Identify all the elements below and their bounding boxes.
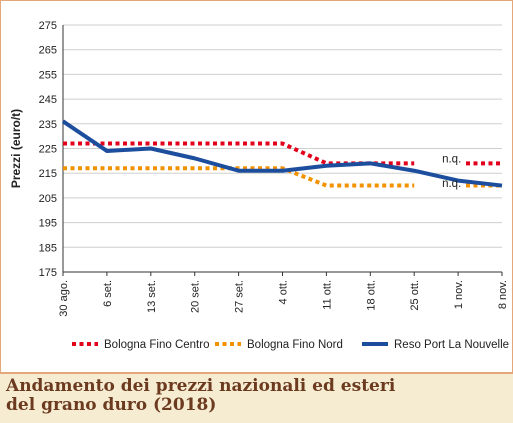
- series-1-point-5: [281, 142, 284, 145]
- y-tick-label-215: 215: [39, 168, 57, 180]
- series-3-point-5: [281, 169, 284, 172]
- series-1-point-8: [413, 162, 416, 165]
- y-tick-label-235: 235: [39, 119, 57, 131]
- series-line-1-segment-1: [63, 141, 415, 166]
- y-tick-label-275: 275: [39, 20, 57, 32]
- y-tick-label-185: 185: [39, 242, 57, 254]
- series-3-point-6: [325, 164, 328, 167]
- series-2-point-0: [62, 167, 65, 170]
- x-tick-label-5: 4 ott.: [278, 280, 290, 304]
- legend-label-1: Bologna Fino Centro: [104, 339, 209, 351]
- y-tick-label-175: 175: [39, 267, 57, 279]
- caption-band: [0, 372, 513, 423]
- series-3-point-0: [62, 120, 65, 123]
- x-tick-label-7: 18 ott.: [365, 280, 377, 311]
- series-3-point-3: [193, 157, 196, 160]
- series-2-point-3: [193, 167, 196, 170]
- caption-divider: [0, 372, 513, 374]
- series-2-point-2: [149, 167, 152, 170]
- series-line-2-segment-1: [63, 166, 415, 188]
- x-tick-label-4: 27 set.: [234, 280, 246, 313]
- x-tick-label-9: 1 nov.: [453, 280, 465, 309]
- series-1-point-3: [193, 142, 196, 145]
- y-tick-label-255: 255: [39, 69, 57, 81]
- y-tick-label-265: 265: [39, 45, 57, 57]
- series-3-point-10: [501, 184, 504, 187]
- series-2-point-1: [105, 167, 108, 170]
- x-tick-label-8: 25 ott.: [409, 280, 421, 311]
- x-tick-label-10: 8 nov.: [497, 280, 509, 309]
- series-1-point-4: [237, 142, 240, 145]
- caption-line-2: del grano duro (2018): [6, 395, 217, 415]
- series-1-point-2: [149, 142, 152, 145]
- legend-label-2: Bologna Fino Nord: [247, 339, 343, 351]
- legend-label-3: Reso Port La Nouvelle: [394, 339, 509, 351]
- x-tick-label-1: 6 set.: [102, 280, 114, 307]
- series-2-point-8: [413, 184, 416, 187]
- x-tick-label-6: 11 ott.: [321, 280, 333, 310]
- y-tick-label-225: 225: [39, 144, 57, 156]
- series-3-point-7: [369, 162, 372, 165]
- figure-caption: Andamento dei prezzi nazionali ed esteri…: [6, 377, 506, 415]
- series-3-point-1: [105, 149, 108, 152]
- series-2-point-6: [325, 184, 328, 187]
- y-tick-label-245: 245: [39, 94, 57, 106]
- caption-line-1: Andamento dei prezzi nazionali ed esteri: [6, 376, 396, 396]
- y-tick-label-205: 205: [39, 193, 57, 205]
- series-1-point-10: [501, 162, 504, 165]
- x-tick-label-2: 13 set.: [146, 280, 158, 313]
- series-2-point-7: [369, 184, 372, 187]
- series-3-point-4: [237, 169, 240, 172]
- x-tick-label-0: 30 ago.: [58, 280, 70, 317]
- annotation-nq-1: n.q.: [442, 153, 461, 165]
- series-3-point-8: [413, 169, 416, 172]
- annotation-nq-2: n.q.: [442, 178, 461, 190]
- x-tick-label-3: 20 set.: [190, 280, 202, 313]
- line-chart: 175 185 195 205 215 225 235 245 255 265 275 Prezzi …: [9, 20, 509, 351]
- series-3-point-2: [149, 147, 152, 150]
- y-tick-label-195: 195: [39, 218, 57, 230]
- series-1-point-1: [105, 142, 108, 145]
- series-1-point-0: [62, 142, 65, 145]
- series-line-3-segment-1: [61, 119, 503, 188]
- y-axis-title: Prezzi (euro/t): [9, 109, 23, 188]
